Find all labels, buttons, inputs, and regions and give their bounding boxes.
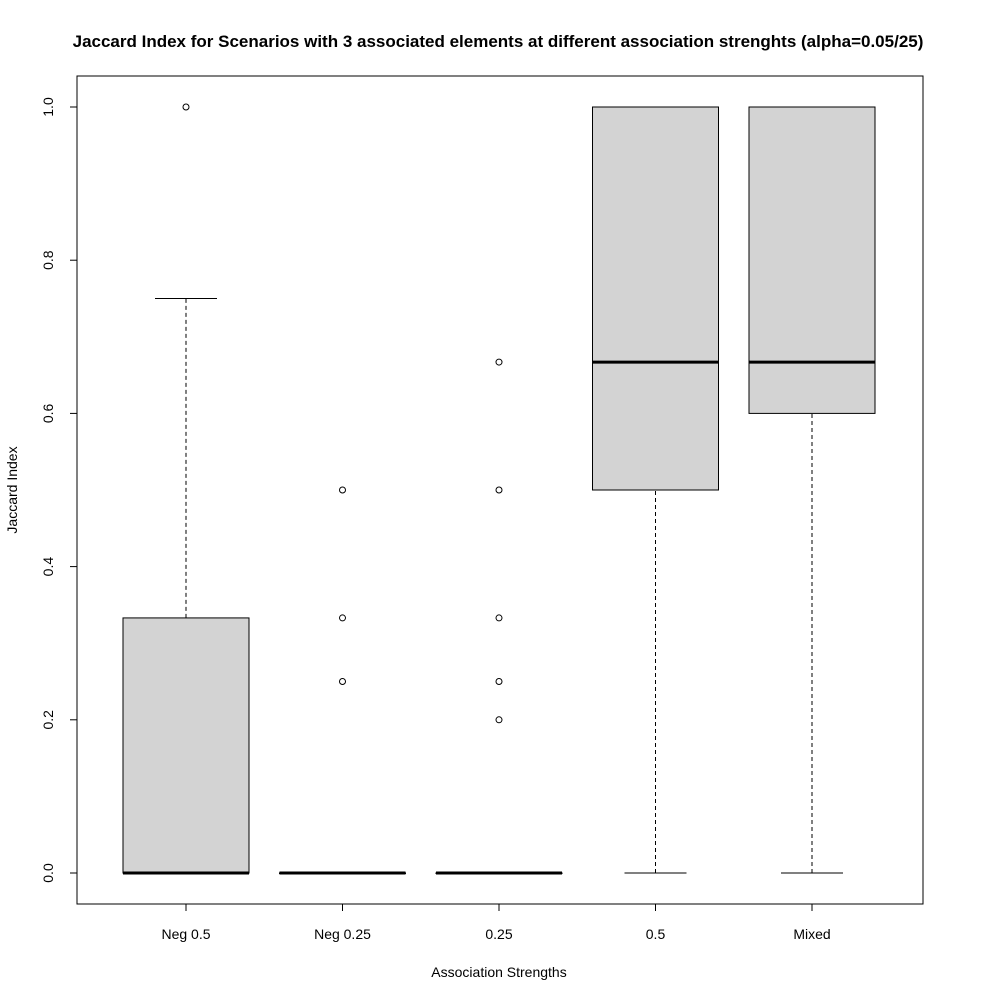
box-2 <box>279 486 406 875</box>
boxes-group <box>122 103 876 875</box>
box-body <box>748 106 876 414</box>
y-tick-label: 0.8 <box>40 250 56 270</box>
y-tick-label: 1.0 <box>40 97 56 117</box>
box-body <box>122 617 250 874</box>
x-tick-label: Neg 0.25 <box>314 926 371 942</box>
x-tick-label: Mixed <box>793 926 830 942</box>
x-axis: Neg 0.5 Neg 0.25 0.25 0.5 Mixed <box>161 903 831 942</box>
y-axis: 0.0 0.2 0.4 0.6 0.8 1.0 <box>40 97 78 883</box>
y-tick-label: 0.4 <box>40 557 56 577</box>
y-tick-label: 0.0 <box>40 863 56 883</box>
box-3 <box>435 358 563 875</box>
x-axis-label: Association Strengths <box>431 964 566 980</box>
box-4 <box>592 106 719 874</box>
outlier-point <box>495 358 503 366</box>
outlier-point <box>495 614 503 622</box>
x-tick-label: 0.25 <box>485 926 512 942</box>
outlier-point <box>339 486 346 494</box>
x-tick-label: Neg 0.5 <box>161 926 210 942</box>
y-axis-label: Jaccard Index <box>4 446 20 533</box>
box-5 <box>748 106 876 874</box>
outlier-point <box>495 678 503 685</box>
box-body <box>592 106 719 491</box>
outlier-point <box>339 678 346 685</box>
outlier-point <box>339 614 346 622</box>
box-1 <box>122 103 250 875</box>
x-tick-label: 0.5 <box>646 926 666 942</box>
y-tick-label: 0.6 <box>40 403 56 423</box>
outlier-point <box>495 716 503 724</box>
chart-title: Jaccard Index for Scenarios with 3 assoc… <box>73 32 924 51</box>
outlier-point <box>495 486 503 494</box>
y-tick-label: 0.2 <box>40 710 56 730</box>
outlier-point <box>182 103 190 111</box>
